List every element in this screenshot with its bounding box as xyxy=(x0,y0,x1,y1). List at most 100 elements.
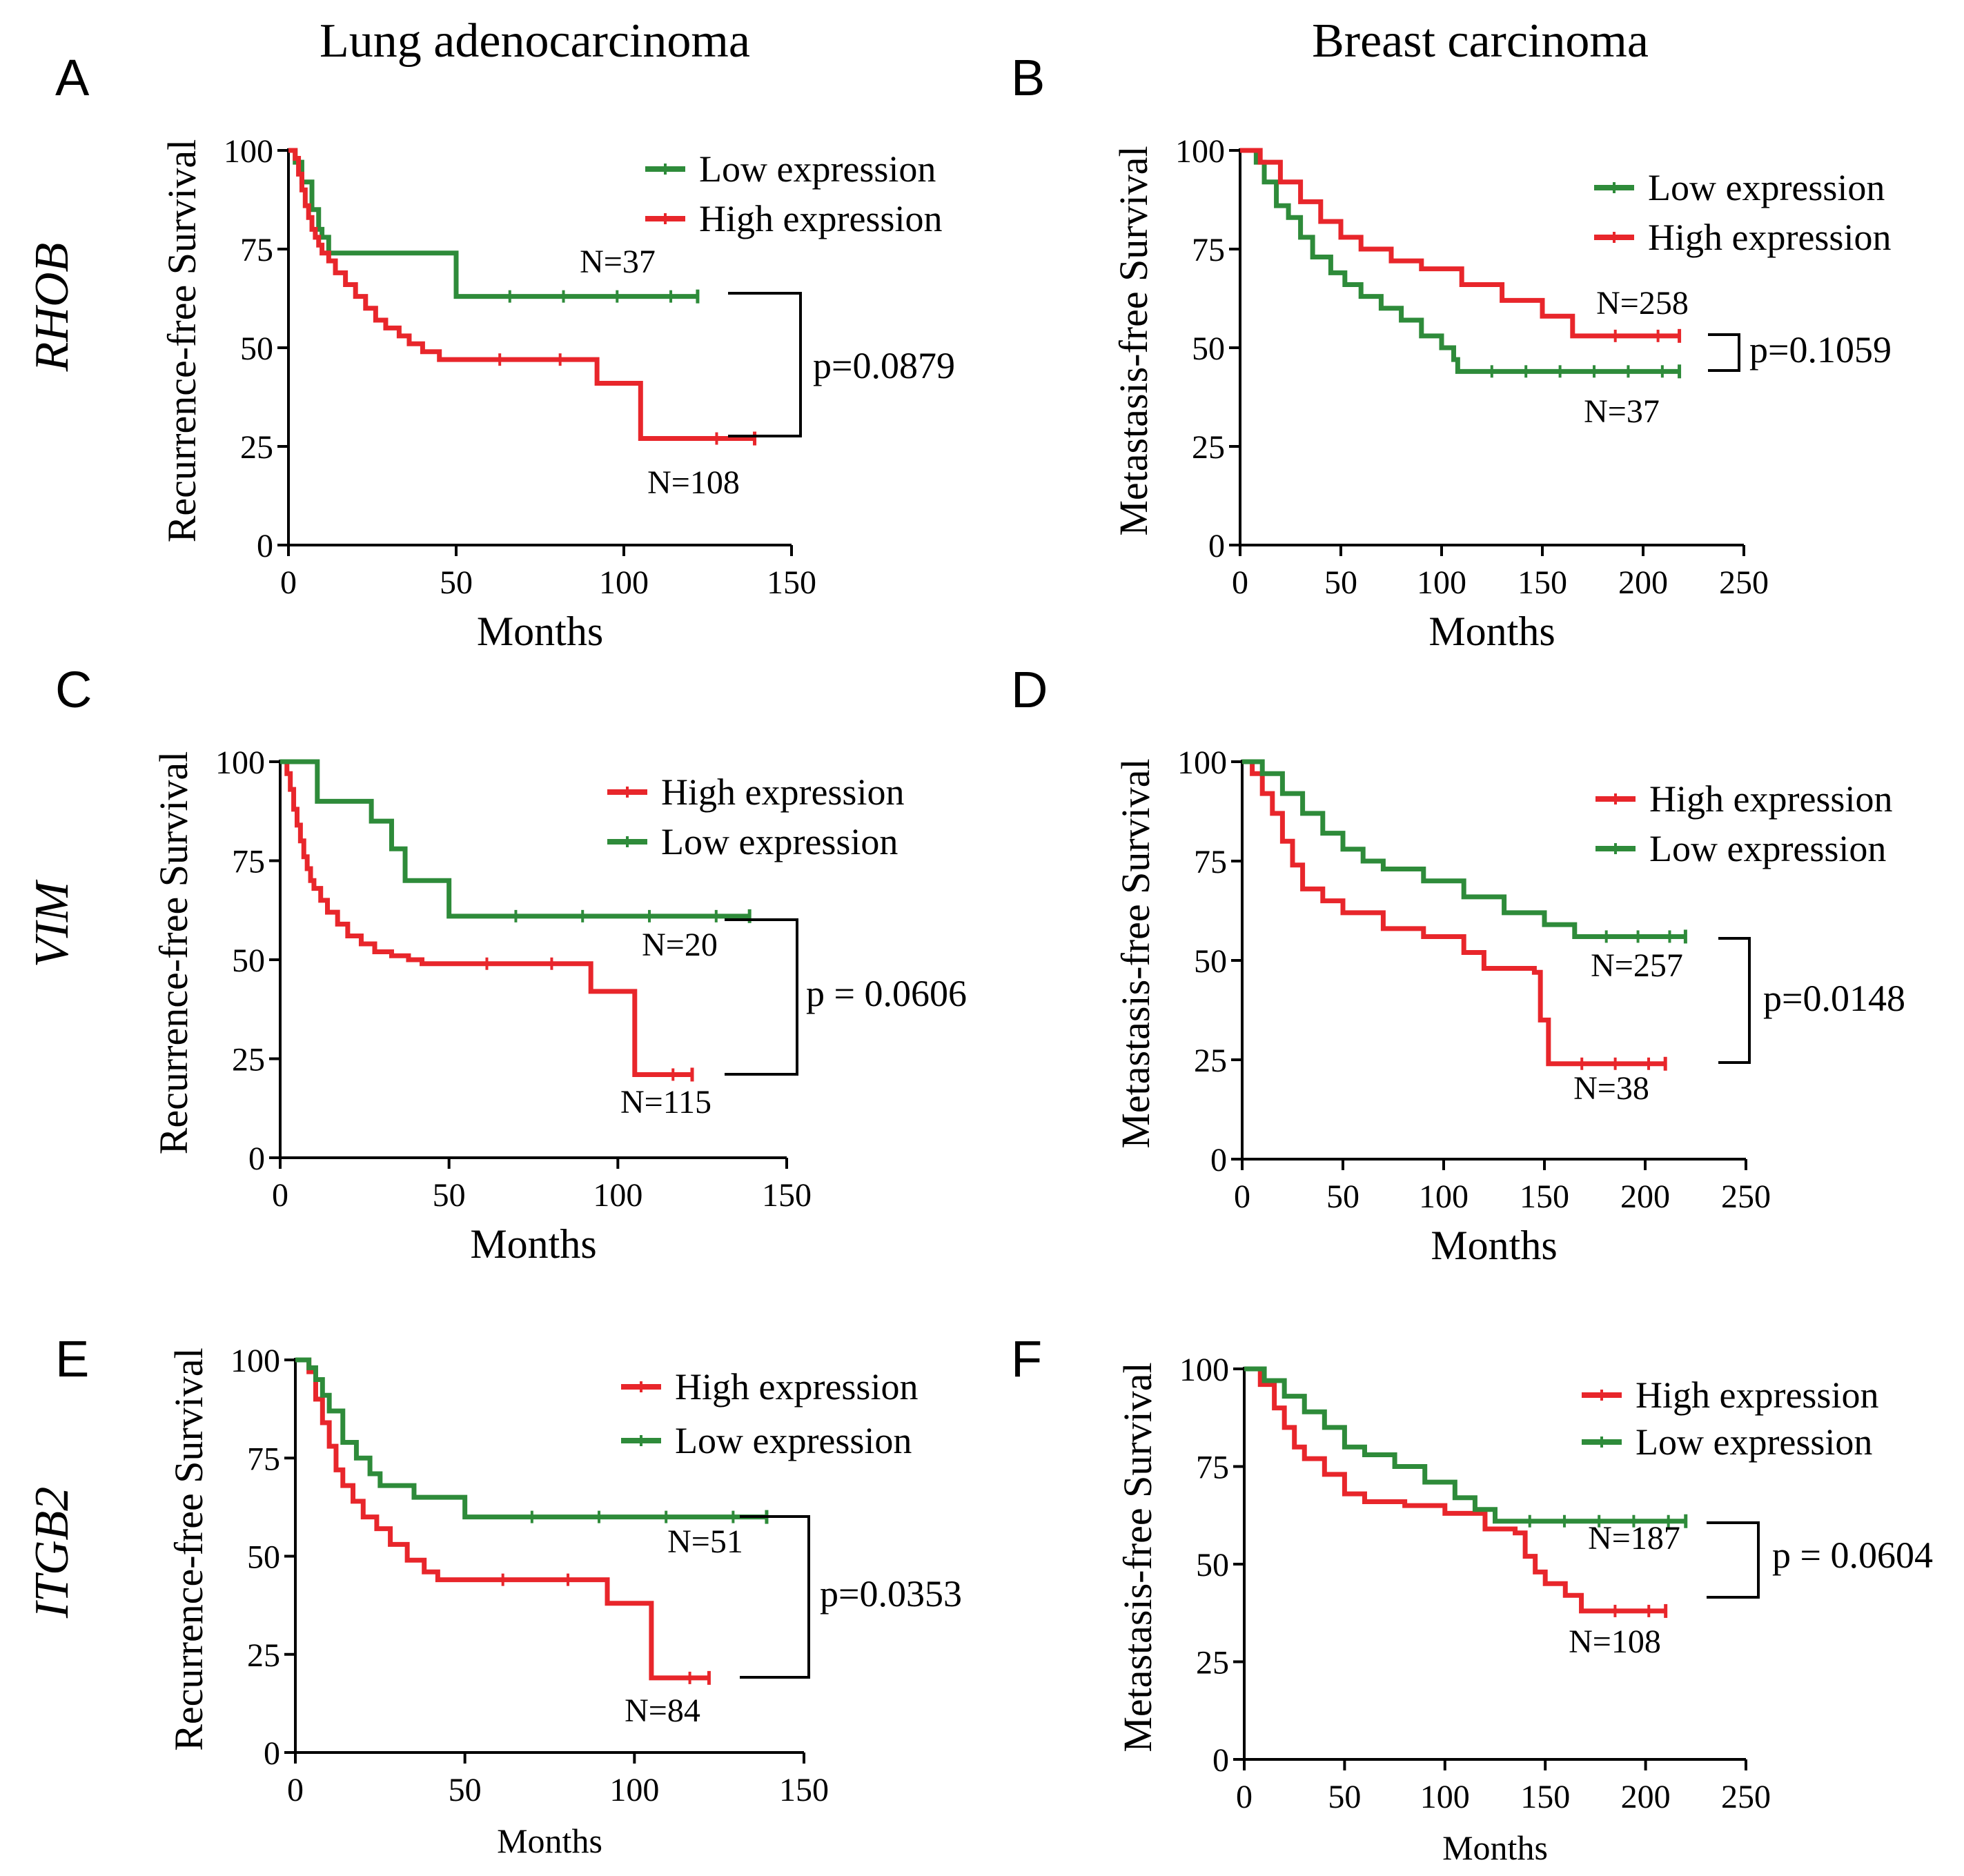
y-tick-label: 25 xyxy=(1192,429,1225,466)
y-tick-label: 25 xyxy=(1196,1645,1229,1681)
y-axis-label: Metastasis-free Survival xyxy=(1113,758,1158,1148)
y-axis-label: Recurrence-free Survival xyxy=(159,139,204,543)
panel-letter: E xyxy=(55,1330,89,1388)
pvalue-bracket xyxy=(1718,937,1751,1064)
n-label-high: N=108 xyxy=(647,464,740,501)
x-tick-label: 100 xyxy=(609,1772,659,1808)
km-curve-low xyxy=(1240,148,1680,374)
n-label-high: N=108 xyxy=(1569,1623,1661,1660)
km-curve-low xyxy=(295,1357,767,1520)
row-label-rhob: RHOB xyxy=(26,243,79,373)
legend-label-low: Low expression xyxy=(699,148,936,190)
x-tick-label: 150 xyxy=(1518,564,1567,601)
x-tick-label: 150 xyxy=(767,564,816,601)
n-label-high: N=84 xyxy=(625,1692,700,1729)
x-axis-label: Months xyxy=(497,1821,602,1860)
y-tick-label: 75 xyxy=(232,844,265,880)
pvalue-bracket xyxy=(1708,333,1740,372)
y-tick-label: 25 xyxy=(1194,1043,1227,1079)
x-axis-label: Months xyxy=(1428,609,1555,654)
y-tick-label: 50 xyxy=(247,1539,280,1576)
legend-label-low: Low expression xyxy=(675,1420,912,1461)
y-tick-label: 100 xyxy=(215,744,265,781)
y-tick-label: 0 xyxy=(1210,1142,1227,1178)
n-label-low: N=37 xyxy=(580,244,656,280)
x-tick-label: 100 xyxy=(1420,1779,1470,1815)
pvalue-label: p = 0.0604 xyxy=(1772,1534,1933,1576)
km-curve-low xyxy=(1244,1366,1686,1524)
pvalue-bracket xyxy=(740,1515,810,1679)
y-tick-label: 75 xyxy=(240,232,273,268)
n-label-low: N=20 xyxy=(642,927,718,963)
x-tick-label: 0 xyxy=(1234,1178,1250,1215)
legend-label-high: High expression xyxy=(1649,778,1892,820)
y-tick-label: 100 xyxy=(224,133,273,170)
y-tick-label: 75 xyxy=(1196,1450,1229,1486)
km-curve-high xyxy=(1242,759,1666,1067)
km-curve-low xyxy=(280,759,750,919)
y-tick-label: 50 xyxy=(240,330,273,367)
x-tick-label: 250 xyxy=(1721,1178,1771,1215)
legend-label-low: Low expression xyxy=(1649,828,1886,869)
y-tick-label: 100 xyxy=(230,1343,280,1379)
column-title-breast: Breast carcinoma xyxy=(1312,14,1649,68)
x-tick-label: 100 xyxy=(1419,1178,1469,1215)
x-axis-label: Months xyxy=(1431,1223,1557,1268)
row-label-vim: VIM xyxy=(26,879,79,967)
n-label-high: N=115 xyxy=(620,1084,711,1120)
pvalue-bracket xyxy=(1707,1521,1760,1599)
km-curve-high xyxy=(1244,1366,1666,1614)
y-tick-label: 0 xyxy=(1208,528,1225,564)
y-tick-label: 0 xyxy=(248,1141,265,1177)
y-tick-label: 100 xyxy=(1175,133,1225,170)
y-tick-label: 50 xyxy=(1192,330,1225,367)
y-tick-label: 100 xyxy=(1177,744,1227,781)
x-tick-label: 100 xyxy=(1417,564,1466,601)
y-tick-label: 25 xyxy=(232,1042,265,1078)
x-tick-label: 50 xyxy=(1328,1779,1361,1815)
x-tick-label: 0 xyxy=(272,1177,288,1214)
y-tick-label: 50 xyxy=(232,942,265,979)
x-tick-label: 0 xyxy=(1232,564,1248,601)
y-axis-label: Metastasis-free Survival xyxy=(1115,1362,1160,1752)
x-tick-label: 0 xyxy=(287,1772,304,1808)
n-label-high: N=38 xyxy=(1573,1070,1649,1107)
panel-letter: C xyxy=(55,661,92,718)
km-curve-low xyxy=(1242,759,1686,939)
x-tick-label: 50 xyxy=(440,564,473,601)
x-tick-label: 200 xyxy=(1620,1178,1670,1215)
panel-d: D 0 25 50 75 100 0 50 100 150 200 250 Months Metastas… xyxy=(1011,661,1905,1268)
y-tick-label: 75 xyxy=(1192,232,1225,268)
x-tick-label: 250 xyxy=(1721,1779,1771,1815)
y-tick-label: 75 xyxy=(247,1441,280,1477)
y-tick-label: 50 xyxy=(1196,1547,1229,1583)
x-tick-label: 100 xyxy=(593,1177,642,1214)
pvalue-bracket xyxy=(725,918,798,1076)
pvalue-label: p=0.0353 xyxy=(820,1573,962,1615)
y-tick-label: 0 xyxy=(1212,1742,1229,1779)
pvalue-bracket xyxy=(728,292,802,437)
x-tick-label: 250 xyxy=(1719,564,1769,601)
legend-label-high: High expression xyxy=(675,1366,918,1408)
km-curve-high xyxy=(280,759,692,1077)
panel-f: F 0 25 50 75 100 0 50 100 150 200 250 Months Metastas… xyxy=(1011,1330,1933,1867)
x-tick-label: 50 xyxy=(449,1772,482,1808)
row-label-itgb2: ITGB2 xyxy=(26,1487,79,1619)
panel-letter: F xyxy=(1011,1330,1042,1388)
panel-a: A 0 25 50 75 100 0 50 100 150 Months Recurrence-fre… xyxy=(55,49,955,654)
x-tick-label: 200 xyxy=(1621,1779,1671,1815)
y-axis-label: Recurrence-free Survival xyxy=(151,751,196,1155)
legend-label-high: High expression xyxy=(1648,217,1891,258)
x-tick-label: 150 xyxy=(1520,1178,1569,1215)
legend-label-low: Low expression xyxy=(1648,167,1885,208)
column-title-lung: Lung adenocarcinoma xyxy=(320,14,750,68)
panel-letter: D xyxy=(1011,661,1048,718)
panel-letter: A xyxy=(55,49,90,106)
panel-b: B 0 25 50 75 100 0 50 100 150 200 250 Months Metastas… xyxy=(1011,49,1892,654)
y-tick-label: 50 xyxy=(1194,943,1227,980)
pvalue-label: p=0.0879 xyxy=(813,345,955,386)
x-tick-label: 0 xyxy=(1236,1779,1253,1815)
x-tick-label: 50 xyxy=(433,1177,466,1214)
legend-label-high: High expression xyxy=(699,198,942,239)
